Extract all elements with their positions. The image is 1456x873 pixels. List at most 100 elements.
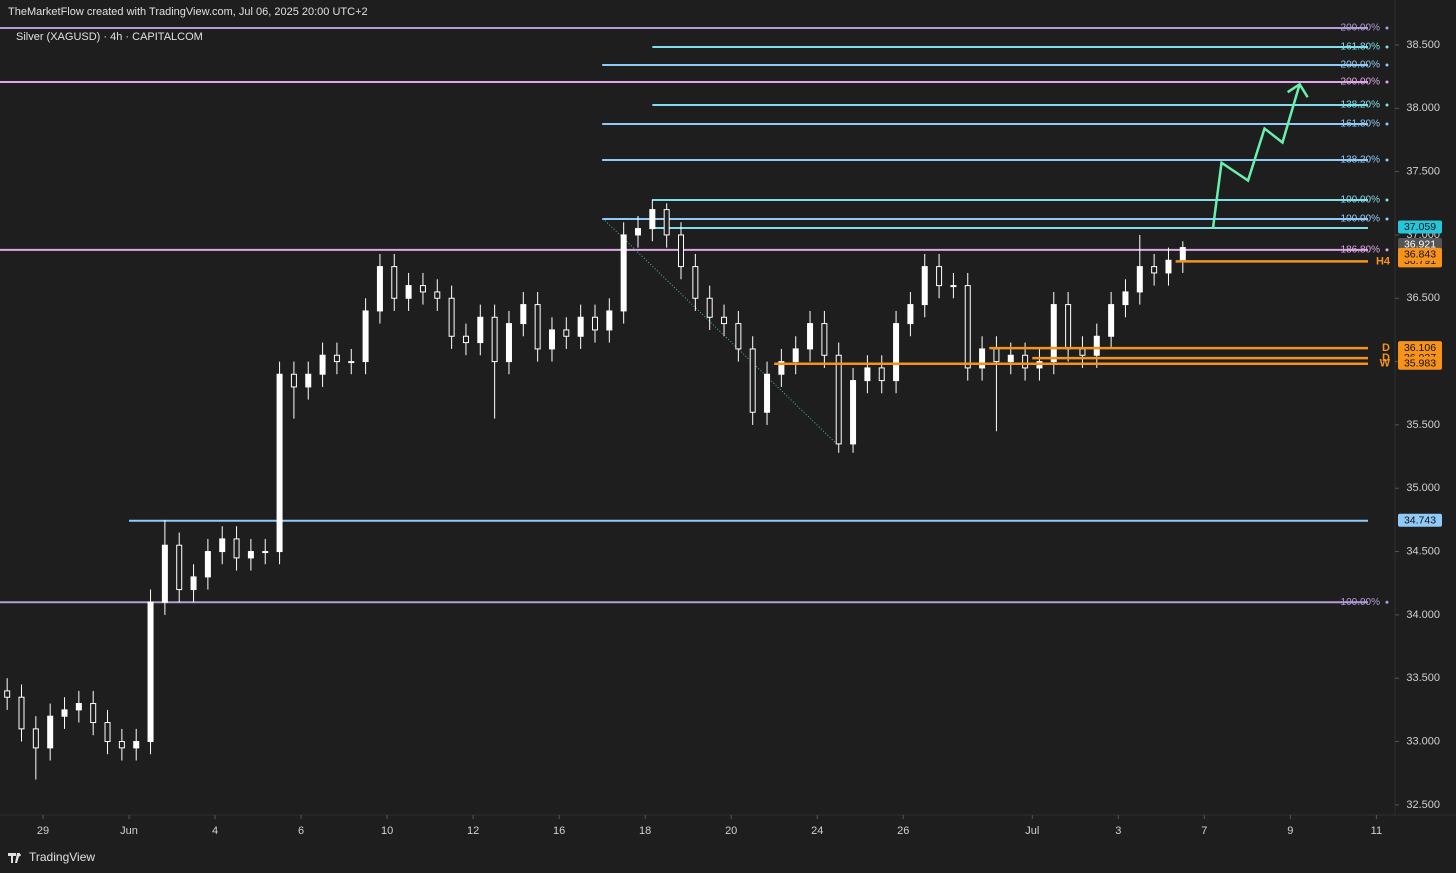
y-tick-label: 33.500 [1406,672,1440,684]
candle-body [233,538,240,559]
candle-body [319,354,326,375]
candle-body [47,715,54,749]
level-dot [1385,122,1389,126]
level-label: 200.00% [1341,60,1381,71]
candle-body [1050,304,1057,363]
price-tag [1398,341,1442,355]
x-tick-label: 18 [639,825,651,837]
candle-body [893,323,900,382]
candle-body [118,741,125,749]
price-tag [1398,247,1442,261]
x-tick-label: 3 [1115,825,1121,837]
candle-body [405,285,412,299]
trendline [602,218,839,446]
level-dot [1385,26,1389,30]
candle-body [764,373,771,413]
candle-body [936,266,943,287]
level-label: 138.20% [1341,100,1381,111]
key-level-label: H4 [1376,255,1391,267]
level-label: 100.00% [1341,597,1381,608]
level-dot [1385,248,1389,252]
x-tick-label: 29 [37,825,49,837]
candle-body [391,266,398,299]
candle-body [262,551,269,554]
candle-body [663,209,670,236]
candle-body [606,310,613,331]
candle-body [1079,348,1086,356]
x-tick-label: 16 [553,825,565,837]
candle-body [735,323,742,350]
candle-body [520,304,527,325]
y-tick-label: 38.000 [1406,102,1440,114]
price-tag [1398,356,1442,370]
candle-body [792,348,799,363]
candle-body [204,551,211,578]
candle-body [190,576,197,591]
candle-body [1151,266,1158,274]
price-tag [1398,237,1442,251]
y-tick-label: 32.500 [1406,799,1440,811]
plot-area [0,26,1368,780]
candle-body [534,304,541,350]
candle-body [821,323,828,356]
candle-body [1093,335,1100,356]
candle-body [591,316,598,331]
candle-body [305,373,312,388]
level-label: 161.80% [1341,42,1381,53]
candle-body [362,310,369,363]
candle-body [563,329,570,337]
candle-body [161,544,168,603]
y-tick-label: 38.500 [1406,39,1440,51]
candle-body [32,728,39,749]
level-label: 100.00% [1341,214,1381,225]
level-dot [1385,80,1389,84]
y-tick-label: 36.500 [1406,292,1440,304]
price-tag [1398,513,1442,527]
x-tick-label: 12 [467,825,479,837]
candle-body [376,266,383,312]
y-tick-label: 35.500 [1406,419,1440,431]
candle-body [90,703,97,724]
price-tag-label: 35.983 [1404,358,1436,370]
candle-body [921,266,928,306]
candle-body [548,329,555,350]
key-level-label: D [1382,352,1390,364]
candle-body [462,335,469,344]
candle-body [907,304,914,325]
level-label: 200.00% [1341,23,1381,34]
symbol-title: Silver (XAGUSD) · 4h · CAPITALCOM [16,31,203,43]
x-tick-label: Jul [1025,825,1039,837]
x-tick-label: 24 [811,825,823,837]
candle-body [491,316,498,363]
candle-body [950,285,957,288]
candle-body [1065,304,1072,350]
candle-body [1007,354,1014,363]
price-tag-label: 36.106 [1404,342,1436,354]
x-tick-label: 10 [381,825,393,837]
candle-body [104,722,111,743]
candle-body [247,551,254,559]
candle-body [979,348,986,369]
price-tag-label: 36.843 [1404,249,1436,261]
x-tick-label: 11 [1371,825,1382,837]
level-label: 161.80% [1341,119,1381,130]
projection-path [1211,83,1301,229]
price-tag-label: 36.921 [1404,239,1436,251]
candle-body [1122,291,1129,306]
x-tick-label: 6 [298,825,304,837]
candle-body [419,285,426,293]
x-tick-label: 7 [1201,825,1207,837]
candle-body [1165,259,1172,274]
y-tick-label: 37.500 [1406,166,1440,178]
price-tag-label: 34.743 [1404,515,1436,527]
x-tick-label: 4 [212,825,218,837]
candle-body [749,348,756,413]
candle-body [778,361,785,375]
candle-body [878,367,885,382]
candle-body [219,538,226,553]
price-tag [1398,220,1442,234]
candle-body [678,234,685,268]
